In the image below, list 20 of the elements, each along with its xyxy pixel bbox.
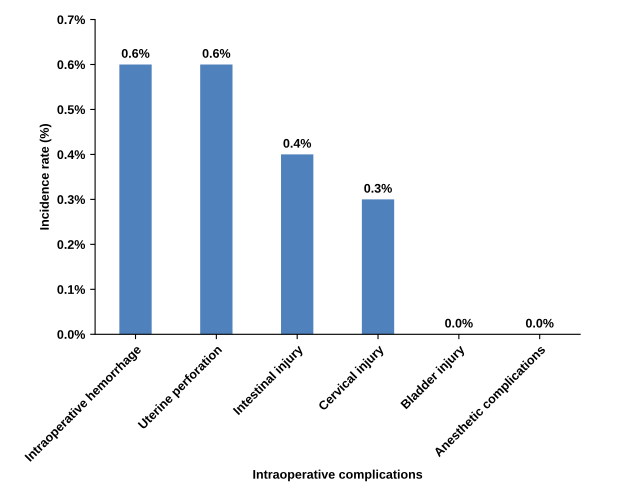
bar	[200, 64, 233, 334]
bar	[362, 199, 394, 334]
data-label: 0.6%	[202, 48, 230, 58]
data-label: 0.0%	[445, 318, 473, 328]
y-tick-label: 0.4%	[57, 150, 86, 160]
data-label: 0.6%	[122, 48, 150, 58]
y-tick-label: 0.7%	[57, 15, 86, 24]
y-tick-label: 0.2%	[57, 240, 86, 249]
bar	[119, 64, 152, 334]
y-tick-label: 0.1%	[57, 285, 86, 294]
data-label: 0.3%	[364, 184, 392, 193]
data-label: 0.4%	[283, 138, 312, 148]
bar	[281, 154, 314, 334]
x-axis-title: Intraoperative complications	[253, 470, 422, 482]
y-tick-label: 0.6%	[57, 60, 86, 70]
y-tick-label: 0.5%	[57, 105, 86, 114]
data-label: 0.0%	[526, 318, 554, 328]
y-tick-label: 0.0%	[57, 330, 86, 339]
y-tick-label: 0.3%	[57, 195, 86, 204]
y-axis-title: Incidence rate (%)	[40, 124, 52, 230]
